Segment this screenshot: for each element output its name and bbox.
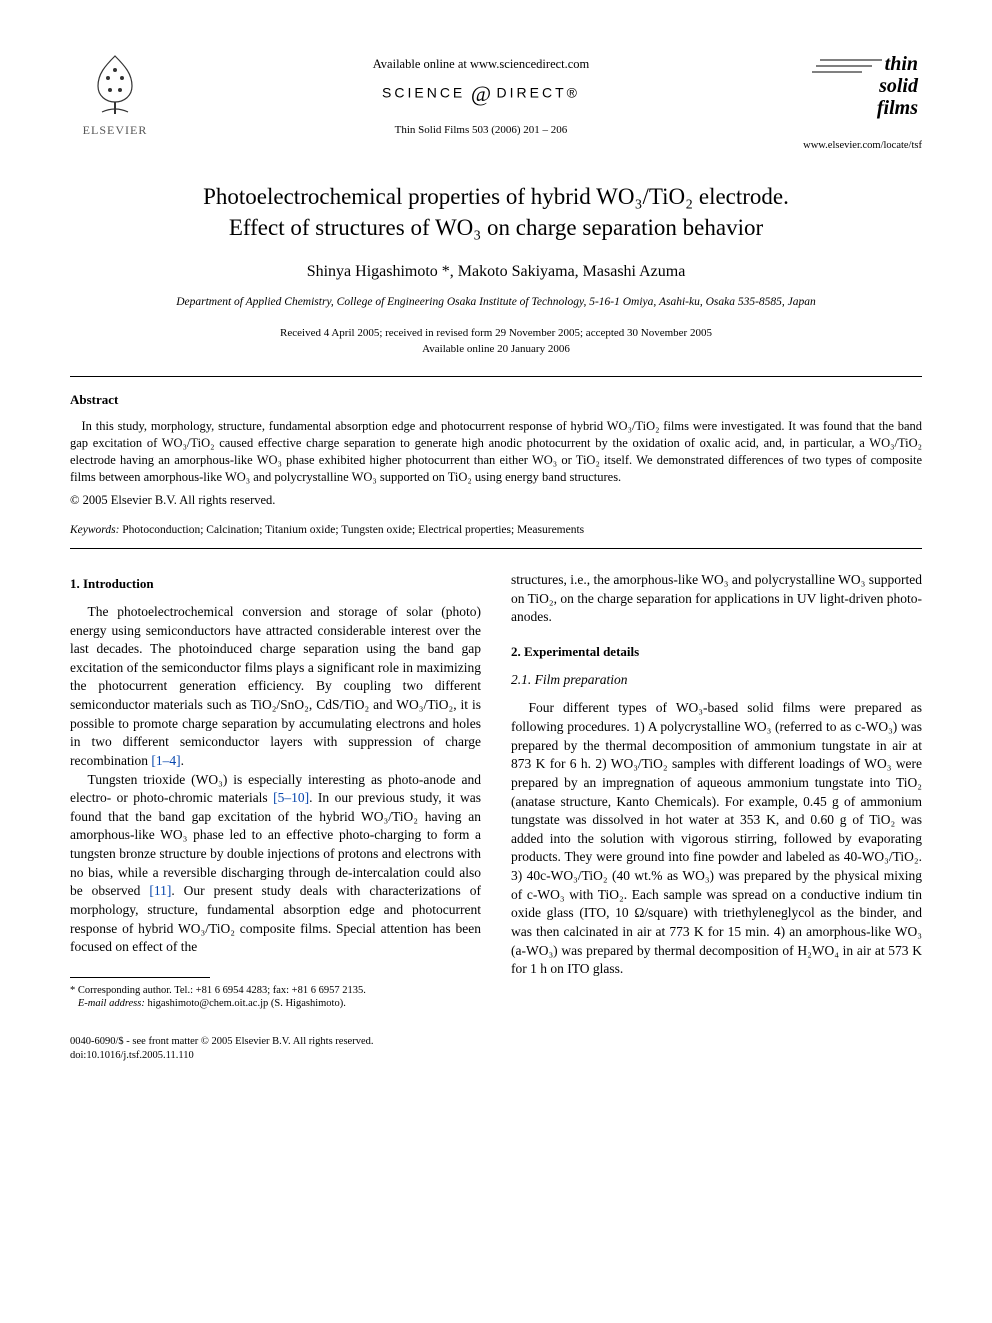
experimental-heading: 2. Experimental details (511, 643, 922, 661)
intro-paragraph-1: The photoelectrochemical conversion and … (70, 603, 481, 771)
footnote-email-value: higashimoto@chem.oit.ac.jp (S. Higashimo… (145, 998, 346, 1009)
article-dates: Received 4 April 2005; received in revis… (70, 325, 922, 358)
journal-logo-block: thin solid films www.elsevier.com/locate… (802, 50, 922, 153)
journal-url: www.elsevier.com/locate/tsf (802, 139, 922, 153)
copyright-line: © 2005 Elsevier B.V. All rights reserved… (70, 492, 922, 509)
intro-p1a: The photoelectrochemical conversion and … (70, 604, 481, 768)
rule-below-keywords (70, 548, 922, 549)
footer-doi: doi:10.1016/j.tsf.2005.11.110 (70, 1049, 922, 1063)
abstract-text: In this study, morphology, structure, fu… (70, 419, 922, 484)
sd-at-icon: @ (465, 81, 496, 106)
footnote-email-label: E-mail address: (78, 998, 145, 1009)
title-line-2: Effect of structures of WO₃ on charge se… (229, 215, 763, 240)
available-online-text: Available online at www.sciencedirect.co… (373, 56, 590, 73)
affiliation: Department of Applied Chemistry, College… (70, 295, 922, 311)
footnote-rule (70, 977, 210, 978)
keywords-text: Photoconduction; Calcination; Titanium o… (119, 524, 584, 536)
sd-post: DIRECT® (497, 84, 580, 100)
body-columns: 1. Introduction The photoelectrochemical… (70, 571, 922, 1011)
column-right: structures, i.e., the amorphous-like WO₃… (511, 571, 922, 1011)
header-center: Available online at www.sciencedirect.co… (373, 50, 590, 137)
svg-text:thin: thin (885, 53, 918, 75)
experimental-paragraph-1: Four different types of WO₃-based solid … (511, 699, 922, 978)
svg-text:films: films (877, 97, 918, 119)
intro-paragraph-2: Tungsten trioxide (WO₃) is especially in… (70, 771, 481, 957)
experimental-subheading: 2.1. Film preparation (511, 671, 922, 690)
ref-link-1-4[interactable]: [1–4] (151, 753, 180, 768)
rule-above-abstract (70, 376, 922, 377)
svg-text:solid: solid (878, 75, 919, 97)
elsevier-tree-icon (80, 50, 150, 120)
column-left: 1. Introduction The photoelectrochemical… (70, 571, 481, 1011)
thin-solid-films-logo: thin solid films (812, 50, 922, 130)
elsevier-label: ELSEVIER (83, 122, 148, 138)
dates-received: Received 4 April 2005; received in revis… (280, 327, 712, 339)
footer-front-matter: 0040-6090/$ - see front matter © 2005 El… (70, 1035, 922, 1049)
authors: Shinya Higashimoto *, Makoto Sakiyama, M… (70, 261, 922, 283)
page-footer: 0040-6090/$ - see front matter © 2005 El… (70, 1035, 922, 1062)
title-line-1: Photoelectrochemical properties of hybri… (203, 184, 789, 209)
citation-line: Thin Solid Films 503 (2006) 201 – 206 (373, 123, 590, 138)
intro-heading: 1. Introduction (70, 575, 481, 593)
dates-online: Available online 20 January 2006 (422, 343, 570, 355)
abstract-body: In this study, morphology, structure, fu… (70, 418, 922, 486)
article-title: Photoelectrochemical properties of hybri… (110, 181, 882, 243)
journal-header: ELSEVIER Available online at www.science… (70, 50, 922, 153)
sd-pre: SCIENCE (382, 84, 465, 100)
keywords-label: Keywords: (70, 524, 119, 536)
ref-link-5-10[interactable]: [5–10] (273, 790, 309, 805)
footnote-email: E-mail address: higashimoto@chem.oit.ac.… (70, 997, 481, 1011)
keywords-line: Keywords: Photoconduction; Calcination; … (70, 523, 922, 539)
footnote-corresponding: * Corresponding author. Tel.: +81 6 6954… (70, 984, 481, 998)
intro-p1b: . (181, 753, 184, 768)
abstract-heading: Abstract (70, 391, 922, 409)
elsevier-logo: ELSEVIER (70, 50, 160, 138)
science-direct-logo: SCIENCE @ DIRECT® (373, 79, 590, 109)
intro-continuation: structures, i.e., the amorphous-like WO₃… (511, 571, 922, 627)
ref-link-11[interactable]: [11] (149, 883, 171, 898)
